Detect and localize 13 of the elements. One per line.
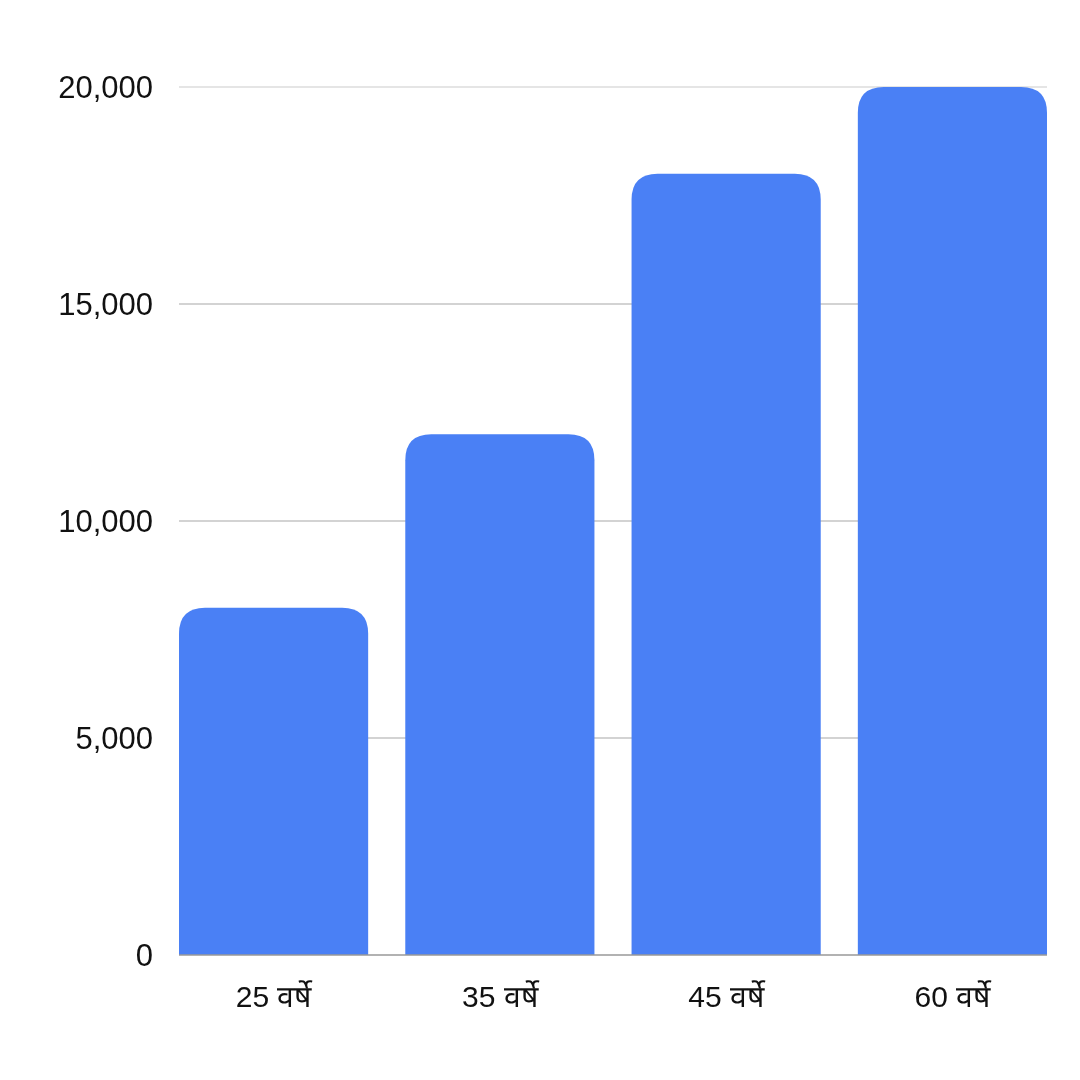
x-tick-label: 35 वर्षे [462,980,540,1013]
x-tick-label: 60 वर्षे [914,980,993,1013]
x-tick-label: 25 वर्षे [235,980,314,1013]
bar [631,173,821,955]
bar [179,607,369,955]
y-tick-label: 10,000 [58,503,153,539]
y-tick-label: 5,000 [75,720,153,756]
bar [405,434,595,955]
y-tick-label: 0 [135,937,153,973]
y-tick-label: 15,000 [58,286,153,322]
y-tick-label: 20,000 [58,69,153,105]
bar [857,87,1047,955]
x-tick-label: 45 वर्षे [688,980,766,1013]
